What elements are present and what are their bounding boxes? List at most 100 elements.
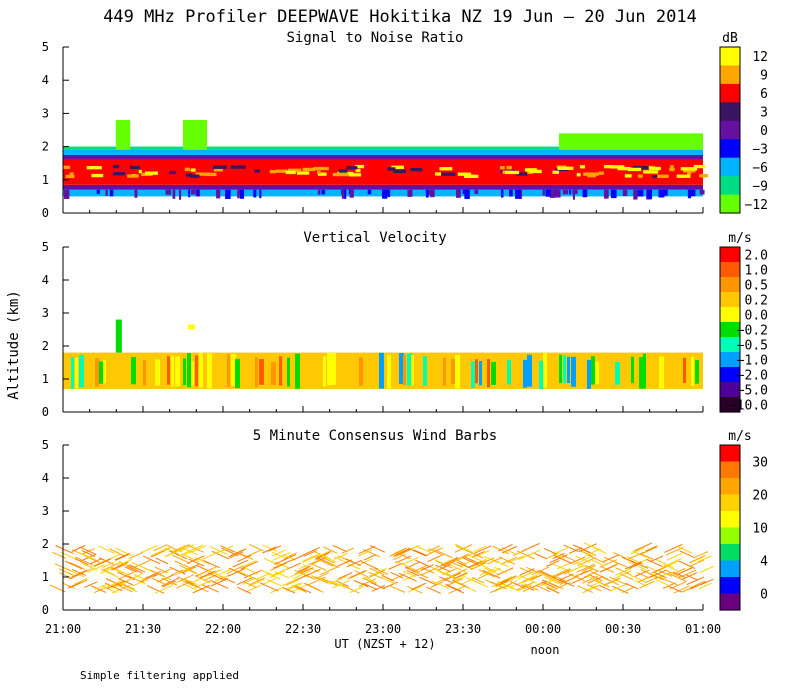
wind-barb xyxy=(81,548,95,555)
wind-barb xyxy=(211,550,230,560)
wind-barb xyxy=(556,568,571,577)
wind-barb xyxy=(268,545,282,552)
snr-low-cell xyxy=(349,189,354,198)
wind-barb xyxy=(395,560,414,570)
vv-cell xyxy=(591,356,595,385)
snr-cell xyxy=(213,168,223,172)
wind-barb xyxy=(263,557,280,566)
snr-low-cell xyxy=(259,189,262,199)
wind-barb xyxy=(177,576,194,585)
colorbar-label: −3 xyxy=(752,142,768,157)
wind-barb xyxy=(150,547,169,557)
snr-cell xyxy=(355,168,361,173)
wind-barb xyxy=(629,574,648,584)
snr-cell xyxy=(296,171,310,175)
wind-barb xyxy=(320,577,339,587)
wind-barb xyxy=(436,569,455,579)
colorbar-label: −5.0 xyxy=(737,384,768,399)
snr-cell xyxy=(652,174,658,179)
snr-low-cell xyxy=(216,189,221,199)
wind-barb xyxy=(615,561,631,570)
wind-barb xyxy=(456,561,471,569)
wind-barb xyxy=(162,580,176,588)
wind-barb xyxy=(673,585,690,594)
wind-barb xyxy=(536,570,554,579)
wind-barb xyxy=(323,546,338,554)
snr-cell xyxy=(682,169,696,173)
wind-barb xyxy=(454,543,473,553)
wind-barb xyxy=(405,561,421,569)
snr-cell xyxy=(332,172,349,177)
y-axis-label: Altitude (km) xyxy=(6,290,22,400)
wind-barb xyxy=(393,553,407,561)
wind-barb xyxy=(85,555,100,563)
vv-cell xyxy=(155,359,160,386)
wind-barb xyxy=(191,545,207,553)
wind-barb xyxy=(341,584,360,594)
snr-cell xyxy=(212,165,227,169)
vv-cell xyxy=(471,361,475,389)
wind-barb xyxy=(248,578,265,587)
wind-barb xyxy=(371,584,386,592)
snr-low-cell xyxy=(562,189,569,195)
wind-barb xyxy=(271,551,287,559)
y-tick-label: 3 xyxy=(42,306,49,320)
wind-barb xyxy=(78,552,95,560)
snr-low-cell xyxy=(515,189,521,199)
snr-cell xyxy=(230,165,246,169)
wind-barb xyxy=(389,584,406,593)
wind-barb xyxy=(519,568,535,576)
wind-barb xyxy=(229,551,244,559)
wind-barb xyxy=(273,560,291,569)
wind-barb xyxy=(270,562,287,571)
wind-barb xyxy=(153,568,171,578)
snr-cell xyxy=(189,174,200,178)
snr-cell xyxy=(699,174,708,178)
vv-cell xyxy=(491,361,496,385)
wind-barb xyxy=(403,570,416,578)
colorbar-swatch xyxy=(720,593,740,611)
wind-barb xyxy=(108,548,125,556)
wind-barb xyxy=(166,547,185,557)
snr-low-cell xyxy=(462,189,468,194)
snr-cell xyxy=(195,172,210,176)
wind-barb xyxy=(155,557,169,565)
wind-barb xyxy=(74,558,89,566)
snr-cell xyxy=(617,166,631,171)
wind-barb xyxy=(363,576,377,584)
y-tick-label: 0 xyxy=(42,603,49,617)
wind-barb xyxy=(69,561,86,570)
wind-barb xyxy=(452,572,468,581)
snr-cell xyxy=(184,167,190,171)
wind-barb xyxy=(431,567,447,575)
snr-cell xyxy=(557,166,574,170)
wind-barb xyxy=(568,547,583,554)
snr-cell xyxy=(127,174,139,178)
wind-barb xyxy=(133,579,147,587)
wind-barb xyxy=(587,554,606,564)
wind-barb xyxy=(539,577,558,587)
colorbar-frame xyxy=(719,46,741,214)
snr-low-cell xyxy=(610,189,617,199)
snr-low-cell xyxy=(622,189,628,197)
snr-cell xyxy=(464,174,479,178)
vv-cell xyxy=(167,356,170,385)
vv-title: Vertical Velocity xyxy=(303,230,446,246)
wind-barb xyxy=(101,569,119,578)
colorbar-label: 6 xyxy=(760,87,768,102)
wind-barb xyxy=(473,545,487,553)
wind-barb xyxy=(186,555,205,565)
colorbar-swatch xyxy=(720,382,740,398)
wind-barb xyxy=(120,584,138,593)
wind-barb xyxy=(157,574,174,583)
wind-barb xyxy=(261,577,276,586)
wind-barb xyxy=(637,574,655,583)
wind-barb xyxy=(629,562,643,569)
vv-cell xyxy=(695,360,699,384)
vv-cell xyxy=(71,357,74,389)
colorbar-label: 20 xyxy=(752,489,768,504)
snr-low-cell xyxy=(474,189,479,194)
wind-barb xyxy=(434,549,453,559)
vv-cell xyxy=(559,354,562,384)
